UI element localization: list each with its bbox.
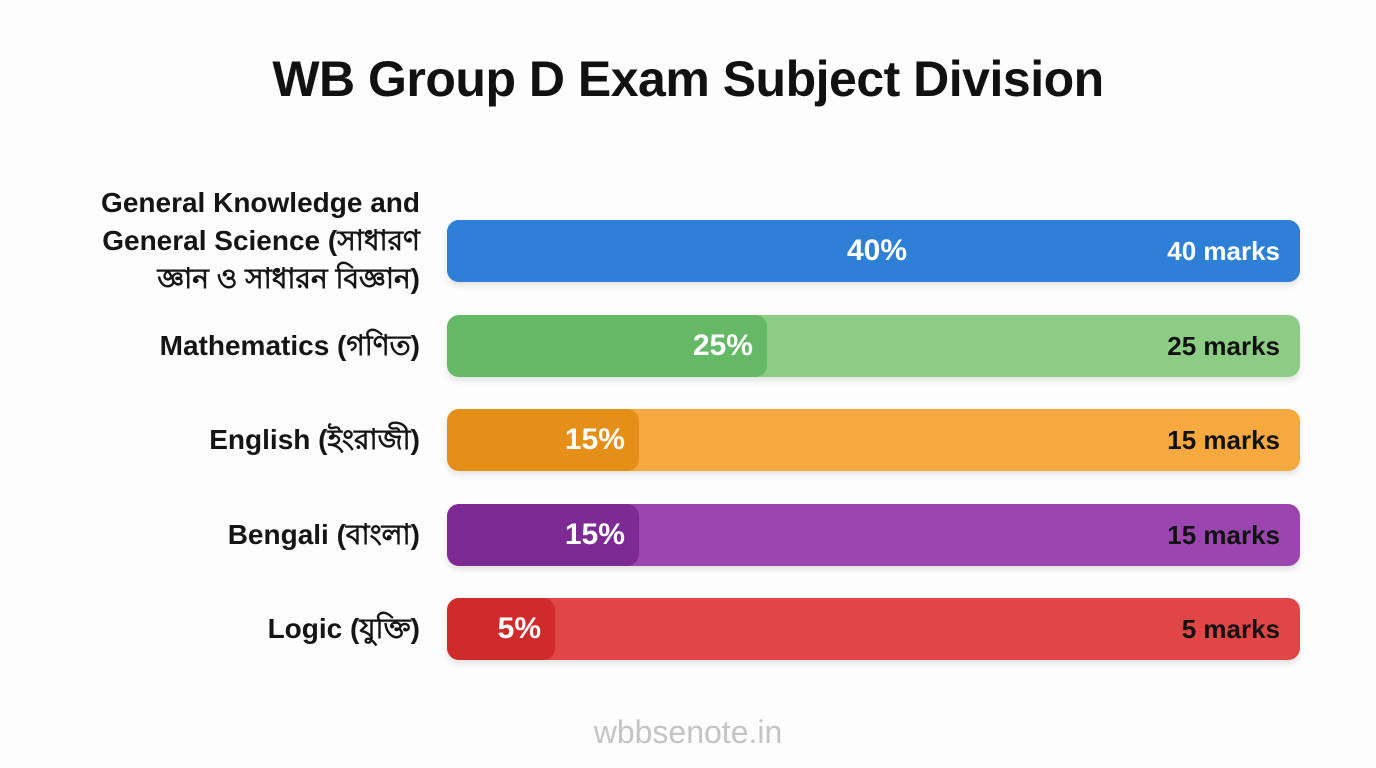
bar-track: 15% 15 marks bbox=[447, 409, 1300, 471]
bar-value-label: 25% bbox=[692, 328, 753, 362]
category-label: English (ইংরাজী) bbox=[209, 424, 420, 455]
category-label: Mathematics (গণিত) bbox=[159, 329, 420, 361]
category-label: General Knowledge and General Science (স… bbox=[101, 187, 420, 294]
bar bbox=[447, 314, 767, 377]
chart-title: WB Group D Exam Subject Division bbox=[272, 51, 1104, 107]
bar-value-label: 15% bbox=[564, 517, 625, 551]
bar-track: 15% 15 marks bbox=[447, 503, 1300, 566]
category-label: Bengali (বাংলা) bbox=[227, 518, 420, 550]
marks-label: 40 marks bbox=[1167, 236, 1280, 266]
marks-label: 5 marks bbox=[1181, 614, 1280, 644]
bar-track: 40% 40 marks bbox=[447, 220, 1300, 282]
bar-value-label: 40% bbox=[846, 234, 907, 267]
bar-track: 25% 25 marks bbox=[447, 314, 1300, 377]
bar-value-label: 5% bbox=[497, 612, 541, 645]
bar bbox=[447, 503, 639, 566]
bar bbox=[447, 598, 555, 660]
bar bbox=[447, 409, 639, 471]
marks-label: 15 marks bbox=[1167, 425, 1280, 455]
category-label: Logic (যুক্তি) bbox=[267, 613, 420, 644]
marks-label: 15 marks bbox=[1167, 519, 1280, 550]
bar-track: 5% 5 marks bbox=[447, 598, 1300, 660]
marks-label: 25 marks bbox=[1167, 330, 1280, 361]
bar-value-label: 15% bbox=[564, 423, 625, 456]
bar bbox=[447, 220, 1300, 282]
watermark: wbbsenote.in bbox=[593, 714, 783, 750]
